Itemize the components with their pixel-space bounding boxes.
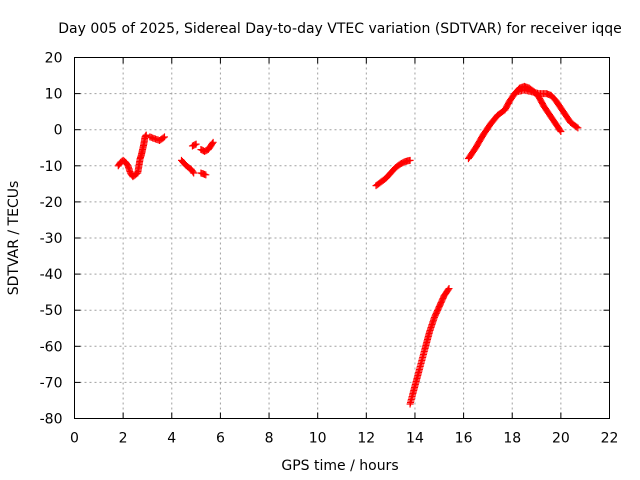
data-points [114,82,582,408]
x-tick-label: 8 [265,431,274,447]
data-point [574,124,582,132]
y-tick-label: 10 [45,87,63,103]
series-arc6 [197,138,217,155]
data-point [444,286,452,294]
y-tick-label: -80 [40,412,63,428]
data-point [190,169,198,177]
x-tick-label: 0 [70,431,79,447]
x-axis-label: GPS time / hours [281,458,398,474]
y-tick-labels: 20 10 0 -10 -20 -30 -40 -50 -60 -70 -80 [40,51,63,428]
series-arc5 [197,169,210,179]
x-tick-label: 2 [119,431,128,447]
x-tick-label: 18 [503,431,521,447]
x-tick-label: 4 [167,431,176,447]
axis-ticks [74,57,610,419]
x-tick-label: 12 [357,431,375,447]
data-point [202,171,210,179]
chart-title: Day 005 of 2025, Sidereal Day-to-day VTE… [58,21,622,37]
data-point [192,140,200,148]
series-arc10 [513,86,582,132]
data-point [142,132,150,140]
y-axis-label: SDTVAR / TECUs [6,181,22,296]
y-tick-label: -50 [40,303,63,319]
x-tick-label: 14 [406,431,424,447]
data-point [160,133,168,141]
x-tick-label: 6 [216,431,225,447]
y-tick-label: -70 [40,375,63,391]
x-tick-label: 10 [309,431,327,447]
y-tick-label: -20 [40,195,63,211]
data-point [445,285,453,293]
data-point [142,131,150,139]
series-arc1 [114,131,150,181]
data-point [556,126,564,134]
series-arc3 [178,156,198,177]
series-arc8 [406,285,453,408]
data-point [189,168,197,176]
y-tick-label: -30 [40,231,63,247]
y-tick-label: -60 [40,339,63,355]
data-point [191,141,199,149]
data-point [208,140,216,148]
y-tick-label: -40 [40,267,63,283]
x-tick-label: 22 [601,431,619,447]
y-tick-label: -10 [40,159,63,175]
x-tick-label: 20 [552,431,570,447]
data-point [406,156,414,164]
series-arc7 [372,156,414,190]
x-tick-label: 16 [455,431,473,447]
data-point [159,134,167,142]
y-tick-label: 0 [54,123,63,139]
series-arc2 [146,133,168,145]
data-point [557,128,565,136]
x-tick-labels: 0 2 4 6 8 10 12 14 16 18 20 22 [70,431,618,447]
y-tick-label: 20 [45,51,63,67]
series-arc4 [188,140,200,150]
data-point [573,123,581,131]
data-point [209,138,217,146]
